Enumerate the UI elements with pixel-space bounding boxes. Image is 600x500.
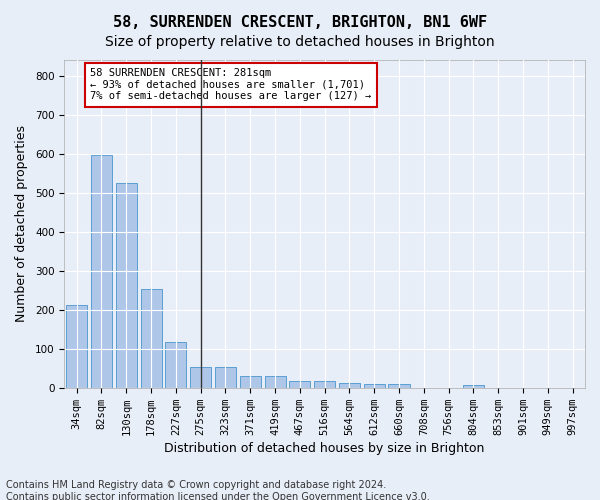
X-axis label: Distribution of detached houses by size in Brighton: Distribution of detached houses by size … xyxy=(164,442,485,455)
Bar xyxy=(463,384,484,388)
Text: Contains public sector information licensed under the Open Government Licence v3: Contains public sector information licen… xyxy=(6,492,430,500)
Bar xyxy=(314,381,335,388)
Bar xyxy=(388,384,410,388)
Text: 58, SURRENDEN CRESCENT, BRIGHTON, BN1 6WF: 58, SURRENDEN CRESCENT, BRIGHTON, BN1 6W… xyxy=(113,15,487,30)
Bar xyxy=(215,367,236,388)
Bar xyxy=(91,155,112,388)
Y-axis label: Number of detached properties: Number of detached properties xyxy=(15,126,28,322)
Text: Contains HM Land Registry data © Crown copyright and database right 2024.: Contains HM Land Registry data © Crown c… xyxy=(6,480,386,490)
Bar xyxy=(339,383,360,388)
Text: 58 SURRENDEN CRESCENT: 281sqm
← 93% of detached houses are smaller (1,701)
7% of: 58 SURRENDEN CRESCENT: 281sqm ← 93% of d… xyxy=(91,68,371,102)
Bar xyxy=(364,384,385,388)
Bar xyxy=(240,376,261,388)
Bar xyxy=(289,381,310,388)
Bar xyxy=(190,367,211,388)
Bar xyxy=(140,288,161,388)
Text: Size of property relative to detached houses in Brighton: Size of property relative to detached ho… xyxy=(105,35,495,49)
Bar xyxy=(66,304,87,388)
Bar xyxy=(265,376,286,388)
Bar xyxy=(116,183,137,388)
Bar xyxy=(166,342,187,388)
